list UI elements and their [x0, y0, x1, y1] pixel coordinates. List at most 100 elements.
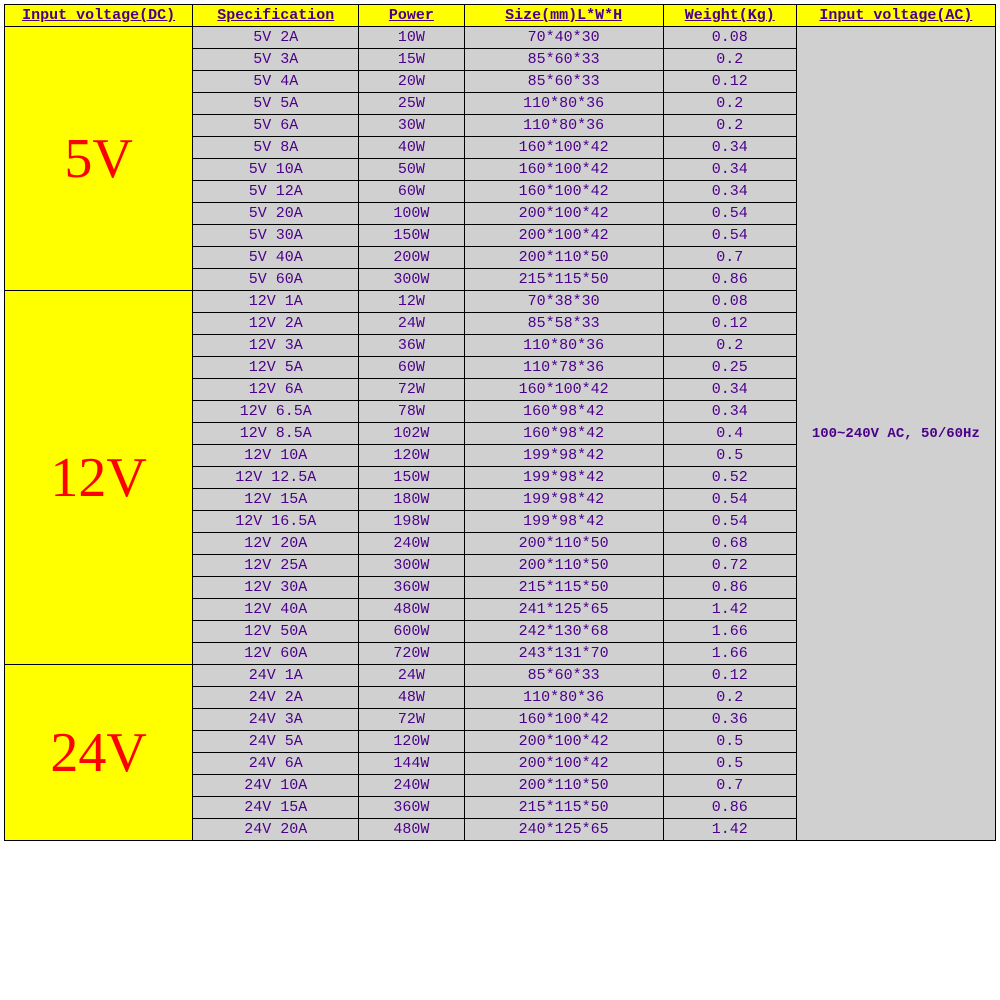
cell-weight: 0.12 — [663, 313, 796, 335]
cell-weight: 0.86 — [663, 269, 796, 291]
cell-size: 215*115*50 — [464, 577, 663, 599]
cell-power: 60W — [359, 181, 464, 203]
cell-weight: 0.2 — [663, 687, 796, 709]
cell-spec: 24V 5A — [193, 731, 359, 753]
cell-weight: 0.7 — [663, 247, 796, 269]
cell-size: 200*100*42 — [464, 225, 663, 247]
cell-power: 300W — [359, 269, 464, 291]
cell-spec: 5V 40A — [193, 247, 359, 269]
cell-size: 241*125*65 — [464, 599, 663, 621]
cell-spec: 12V 3A — [193, 335, 359, 357]
cell-size: 240*125*65 — [464, 819, 663, 841]
cell-size: 85*60*33 — [464, 665, 663, 687]
cell-weight: 0.52 — [663, 467, 796, 489]
cell-size: 160*98*42 — [464, 423, 663, 445]
cell-weight: 0.4 — [663, 423, 796, 445]
cell-power: 720W — [359, 643, 464, 665]
cell-size: 199*98*42 — [464, 467, 663, 489]
cell-weight: 0.54 — [663, 489, 796, 511]
cell-spec: 24V 6A — [193, 753, 359, 775]
cell-spec: 24V 1A — [193, 665, 359, 687]
cell-power: 150W — [359, 225, 464, 247]
cell-spec: 24V 20A — [193, 819, 359, 841]
col-weight: Weight(Kg) — [663, 5, 796, 27]
cell-spec: 12V 20A — [193, 533, 359, 555]
cell-weight: 0.54 — [663, 511, 796, 533]
cell-spec: 12V 16.5A — [193, 511, 359, 533]
table-body: 5V5V 2A10W70*40*300.08100~240V AC, 50/60… — [5, 27, 996, 841]
cell-spec: 5V 5A — [193, 93, 359, 115]
cell-spec: 12V 6.5A — [193, 401, 359, 423]
cell-power: 150W — [359, 467, 464, 489]
cell-weight: 0.2 — [663, 335, 796, 357]
cell-size: 215*115*50 — [464, 797, 663, 819]
cell-power: 40W — [359, 137, 464, 159]
cell-power: 50W — [359, 159, 464, 181]
cell-power: 144W — [359, 753, 464, 775]
cell-weight: 0.34 — [663, 379, 796, 401]
cell-weight: 0.54 — [663, 225, 796, 247]
cell-weight: 0.5 — [663, 753, 796, 775]
cell-weight: 1.42 — [663, 819, 796, 841]
cell-spec: 12V 15A — [193, 489, 359, 511]
cell-size: 199*98*42 — [464, 489, 663, 511]
cell-size: 243*131*70 — [464, 643, 663, 665]
cell-size: 160*100*42 — [464, 181, 663, 203]
cell-weight: 0.72 — [663, 555, 796, 577]
cell-size: 200*100*42 — [464, 753, 663, 775]
cell-power: 198W — [359, 511, 464, 533]
table-row: 5V5V 2A10W70*40*300.08100~240V AC, 50/60… — [5, 27, 996, 49]
dc-voltage-label: 24V — [5, 665, 193, 841]
cell-power: 48W — [359, 687, 464, 709]
cell-size: 242*130*68 — [464, 621, 663, 643]
cell-power: 180W — [359, 489, 464, 511]
cell-weight: 0.34 — [663, 401, 796, 423]
col-dc-voltage: Input voltage(DC) — [5, 5, 193, 27]
cell-spec: 5V 12A — [193, 181, 359, 203]
cell-power: 72W — [359, 379, 464, 401]
cell-power: 240W — [359, 775, 464, 797]
cell-size: 70*40*30 — [464, 27, 663, 49]
cell-weight: 0.7 — [663, 775, 796, 797]
cell-spec: 24V 3A — [193, 709, 359, 731]
cell-spec: 12V 25A — [193, 555, 359, 577]
cell-spec: 12V 60A — [193, 643, 359, 665]
cell-spec: 5V 3A — [193, 49, 359, 71]
cell-power: 60W — [359, 357, 464, 379]
cell-power: 72W — [359, 709, 464, 731]
cell-size: 110*80*36 — [464, 115, 663, 137]
cell-spec: 12V 5A — [193, 357, 359, 379]
cell-power: 20W — [359, 71, 464, 93]
cell-weight: 0.25 — [663, 357, 796, 379]
cell-weight: 0.2 — [663, 49, 796, 71]
cell-spec: 12V 10A — [193, 445, 359, 467]
cell-size: 200*100*42 — [464, 203, 663, 225]
cell-weight: 0.12 — [663, 71, 796, 93]
cell-power: 24W — [359, 313, 464, 335]
col-spec: Specification — [193, 5, 359, 27]
col-size: Size(mm)L*W*H — [464, 5, 663, 27]
cell-size: 200*110*50 — [464, 247, 663, 269]
cell-spec: 12V 8.5A — [193, 423, 359, 445]
cell-size: 160*100*42 — [464, 379, 663, 401]
cell-weight: 0.34 — [663, 159, 796, 181]
cell-size: 85*58*33 — [464, 313, 663, 335]
cell-size: 200*110*50 — [464, 533, 663, 555]
cell-size: 160*100*42 — [464, 137, 663, 159]
cell-size: 215*115*50 — [464, 269, 663, 291]
cell-spec: 12V 40A — [193, 599, 359, 621]
cell-size: 200*100*42 — [464, 731, 663, 753]
powersupply-spec-table: Input voltage(DC) Specification Power Si… — [4, 4, 996, 841]
cell-size: 110*80*36 — [464, 687, 663, 709]
cell-weight: 0.2 — [663, 93, 796, 115]
cell-power: 36W — [359, 335, 464, 357]
table-header-row: Input voltage(DC) Specification Power Si… — [5, 5, 996, 27]
cell-weight: 0.34 — [663, 181, 796, 203]
cell-power: 240W — [359, 533, 464, 555]
cell-size: 160*100*42 — [464, 709, 663, 731]
cell-power: 120W — [359, 445, 464, 467]
cell-weight: 0.86 — [663, 797, 796, 819]
cell-spec: 12V 6A — [193, 379, 359, 401]
cell-weight: 0.08 — [663, 291, 796, 313]
cell-size: 199*98*42 — [464, 511, 663, 533]
